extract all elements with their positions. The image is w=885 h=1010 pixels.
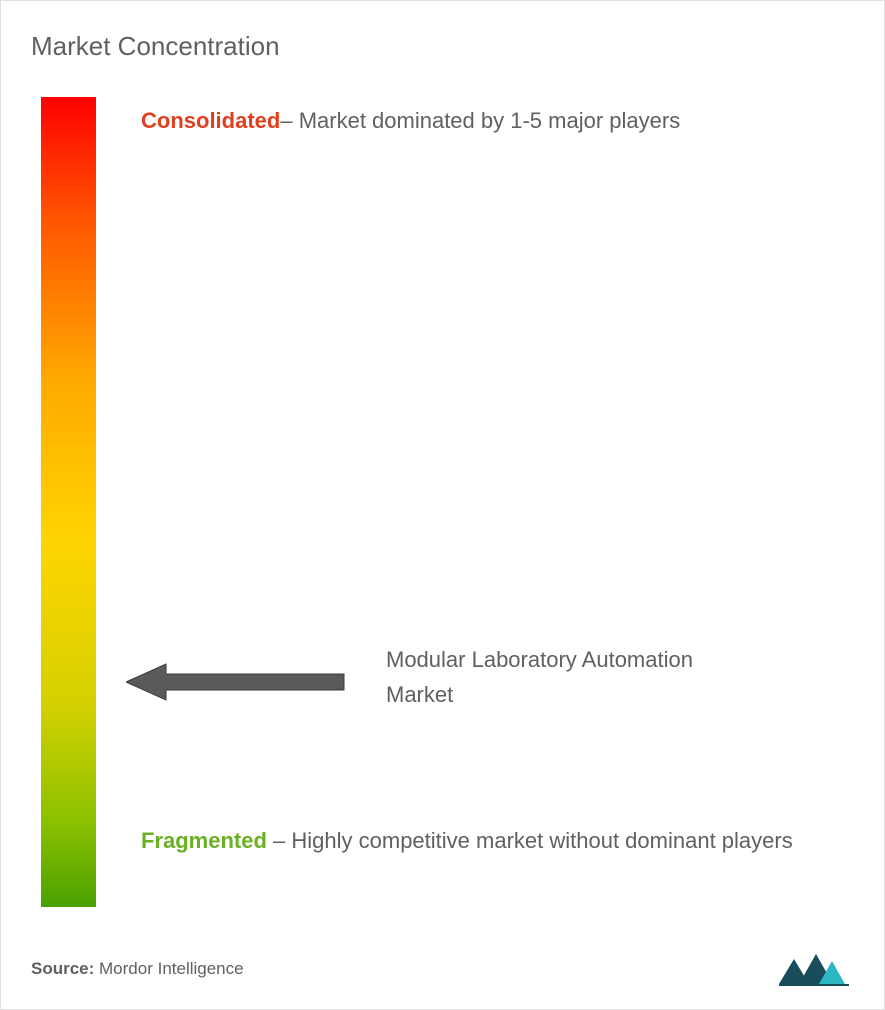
consolidated-description: Consolidated– Market dominated by 1-5 ma… <box>141 97 821 145</box>
source-attribution: Source: Mordor Intelligence <box>31 959 244 979</box>
source-value: Mordor Intelligence <box>94 959 243 978</box>
fragmented-label: Fragmented <box>141 828 267 853</box>
chart-title: Market Concentration <box>31 31 854 62</box>
market-name-label: Modular Laboratory Automation Market <box>386 642 706 712</box>
arrow-left-icon <box>126 662 346 702</box>
footer: Source: Mordor Intelligence <box>31 949 854 989</box>
consolidated-text: – Market dominated by 1-5 major players <box>280 108 680 133</box>
consolidated-label: Consolidated <box>141 108 280 133</box>
fragmented-description: Fragmented – Highly competitive market w… <box>141 817 821 865</box>
market-position-arrow <box>126 662 346 702</box>
concentration-gradient-bar <box>41 97 96 907</box>
content-area: Consolidated– Market dominated by 1-5 ma… <box>31 97 854 917</box>
fragmented-text: – Highly competitive market without domi… <box>267 828 793 853</box>
source-label: Source: <box>31 959 94 978</box>
mordor-logo-icon <box>774 949 854 989</box>
